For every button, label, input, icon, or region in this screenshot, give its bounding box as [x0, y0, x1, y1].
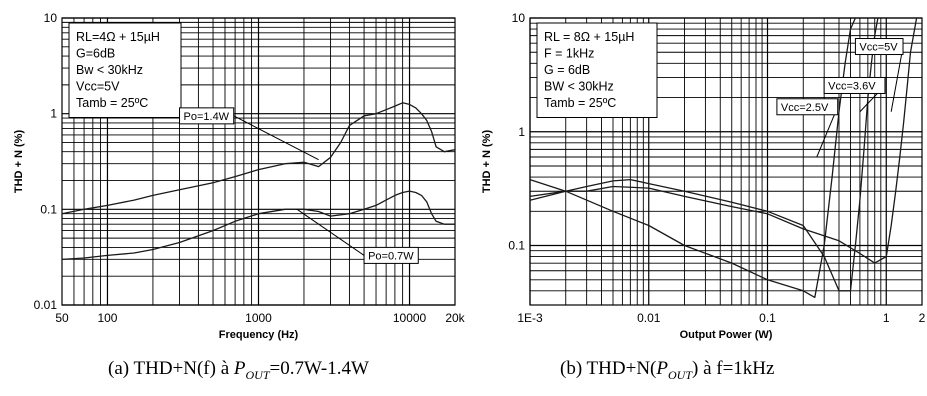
a-x-tick-label: 100 [97, 311, 117, 325]
b-condition-text: F = 1kHz [544, 47, 594, 61]
a-callout-label-0: Po=1.4W [184, 111, 230, 123]
b-x-tick-label: 0.1 [759, 311, 776, 325]
b-y-axis-label: THD + N (%) [481, 130, 493, 194]
b-series-line-0 [529, 17, 918, 264]
caption-a-tail: =0.7W-1.4W [269, 358, 369, 379]
caption-b-sub: OUT [667, 367, 692, 382]
caption-a: (a) THD+N(f) à POUT=0.7W-1.4W [108, 358, 369, 383]
b-condition-text: Tamb = 25ºC [544, 96, 616, 110]
caption-a-text: (a) THD+N(f) à [108, 358, 234, 379]
b-callout-leader-0 [890, 46, 904, 112]
b-condition-text: G = 6dB [544, 63, 590, 77]
caption-b-text: (b) THD+N( [560, 358, 657, 379]
b-y-tick-label: 10 [512, 11, 526, 25]
a-y-axis-label: THD + N (%) [13, 130, 25, 194]
b-callout-box-2 [776, 98, 839, 116]
a-x-tick-label: 1000 [245, 311, 272, 325]
a-plot-frame [61, 17, 456, 306]
a-callout-leader-1 [296, 208, 365, 256]
caption-a-sub: OUT [245, 367, 270, 382]
a-callout-label-1: Po=0.7W [368, 250, 414, 262]
a-y-tick-label: 10 [44, 11, 58, 25]
a-y-tick-label: 1 [50, 107, 57, 121]
a-series-line-0 [61, 102, 456, 215]
b-series-line-1 [529, 17, 879, 292]
a-series-line-1 [61, 190, 455, 261]
a-condition-text: G=6dB [76, 47, 115, 61]
chart-thd-vs-frequency: 50 100 1000 10000 20k 0.01 0.1 1 10 Frequency (Hz… [13, 11, 466, 341]
b-x-tick-label: 1E-3 [517, 311, 543, 325]
b-callout-box-1 [823, 76, 886, 94]
b-x-axis-label: Output Power (W) [680, 329, 773, 341]
b-callout-label-2: Vcc=2.5V [781, 102, 829, 114]
a-condition-text: Bw < 30kHz [76, 63, 143, 77]
chart-thd-vs-output-power: 1E-3 0.01 0.1 1 2 0.1 1 10 Output Power (W) THD +… [481, 11, 926, 341]
b-x-tick-label: 0.01 [637, 311, 661, 325]
b-x-tick-label: 1 [883, 311, 890, 325]
caption-b-tail: ) à f=1kHz [692, 358, 775, 379]
a-callout-box-0 [179, 107, 235, 125]
a-condition-text: RL=4Ω + 15µH [76, 30, 160, 44]
b-condition-text: RL = 8Ω + 15µH [544, 30, 634, 44]
b-condition-text: BW < 30kHz [544, 80, 614, 94]
a-condition-text: Tamb = 25ºC [76, 96, 148, 110]
b-plot-frame [529, 17, 923, 306]
a-y-tick-label: 0.1 [40, 202, 57, 216]
a-callout-box-1 [363, 246, 419, 264]
a-x-tick-label: 50 [55, 311, 69, 325]
b-conditions-box [536, 22, 658, 118]
caption-b: (b) THD+N(POUT) à f=1kHz [560, 358, 774, 383]
a-condition-text: Vcc=5V [76, 80, 120, 94]
b-callout-label-1: Vcc=3.6V [828, 80, 876, 92]
a-x-tick-label: 10000 [393, 311, 427, 325]
a-callout-leader-0 [233, 115, 319, 161]
b-y-tick-label: 1 [518, 125, 525, 139]
a-conditions-box [68, 22, 182, 118]
a-y-tick-label: 0.01 [34, 298, 58, 312]
b-x-tick-label: 2 [919, 311, 926, 325]
caption-a-var: P [233, 358, 246, 379]
a-x-axis-label: Frequency (Hz) [219, 329, 299, 341]
b-callout-box-0 [854, 38, 904, 56]
b-y-tick-label: 0.1 [508, 239, 525, 253]
b-callout-label-0: Vcc=5V [859, 42, 898, 54]
caption-b-var: P [656, 358, 668, 379]
a-x-tick-label: 20k [445, 311, 465, 325]
